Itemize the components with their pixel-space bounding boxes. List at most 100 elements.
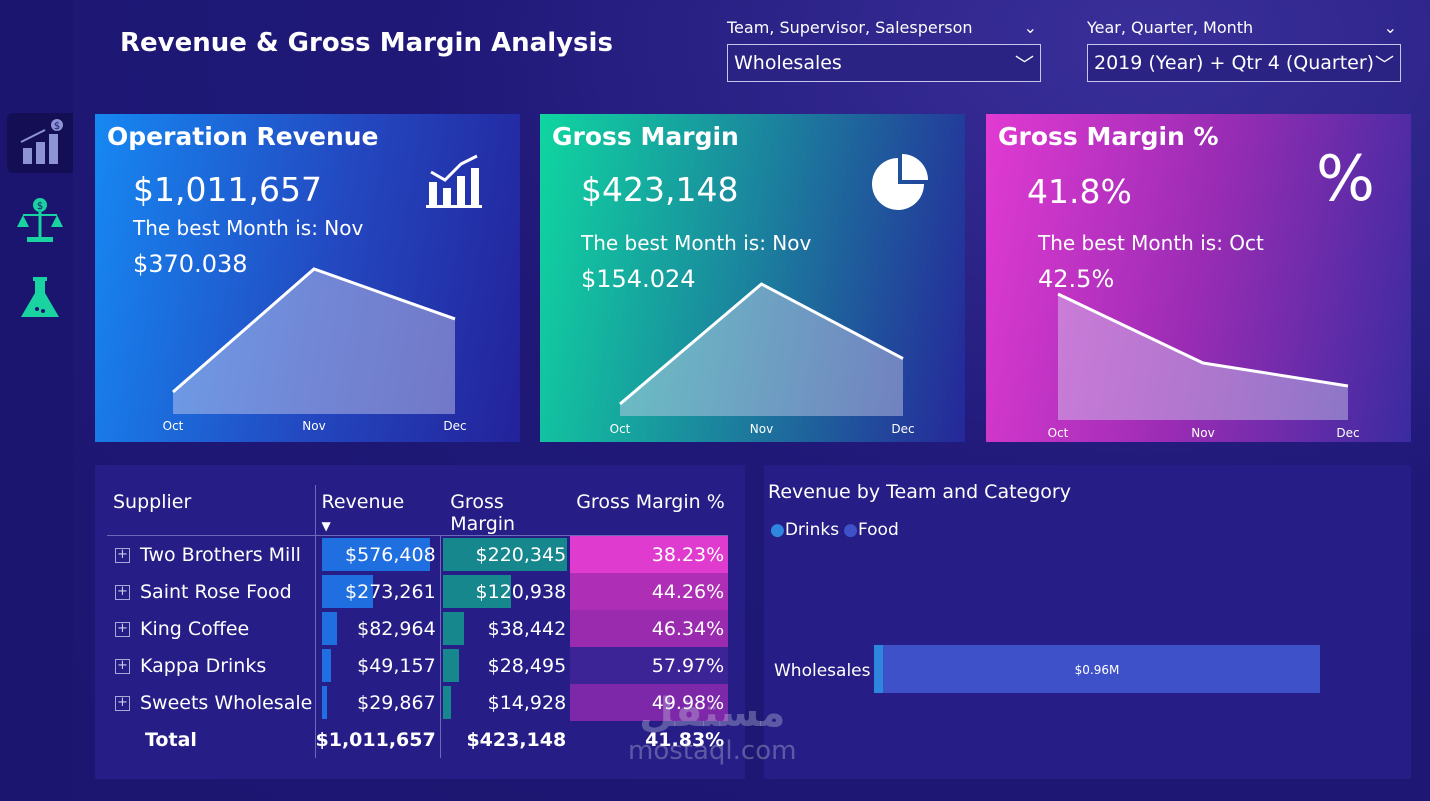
gross-margin-percent-cell: 49.98% bbox=[570, 684, 729, 721]
bar-data-label: $0.96M bbox=[1075, 663, 1120, 677]
header-supplier[interactable]: Supplier bbox=[107, 485, 316, 536]
supplier-name: Sweets Wholesale bbox=[140, 691, 313, 714]
date-slicer[interactable]: Year, Quarter, Month ⌄ 2019 (Year) + Qtr … bbox=[1087, 14, 1401, 82]
gross-margin-sparkline: Oct Nov Dec bbox=[610, 282, 915, 436]
percent-icon: % bbox=[1316, 142, 1375, 215]
revenue-by-team-chart: Revenue by Team and Category ●Drinks ●Fo… bbox=[764, 465, 1411, 779]
card-title: Operation Revenue bbox=[107, 122, 379, 151]
sparkline-line bbox=[1057, 292, 1349, 388]
gross-margin-percent-value: 44.26% bbox=[651, 580, 725, 603]
best-month-value: 42.5% bbox=[1038, 265, 1115, 293]
gross-margin-value: $120,938 bbox=[475, 580, 567, 603]
category-label: Wholesales bbox=[774, 661, 871, 681]
operation-revenue-card: Operation Revenue $1,011,657 The best Mo… bbox=[95, 114, 520, 442]
bar-food[interactable] bbox=[883, 645, 1320, 693]
sort-descending-icon: ▼ bbox=[321, 519, 331, 533]
chevron-down-icon: ﹀ bbox=[1374, 53, 1394, 76]
month-tick-label: Nov bbox=[1191, 426, 1214, 440]
revenue-sparkline: Oct Nov Dec bbox=[163, 267, 467, 433]
slicer-value: Wholesales bbox=[734, 52, 842, 74]
bar-line-chart-icon bbox=[426, 154, 482, 208]
page-title: Revenue & Gross Margin Analysis bbox=[120, 28, 613, 58]
expand-icon[interactable]: + bbox=[115, 695, 130, 711]
total-row: Total $1,011,657 $423,148 41.83% bbox=[107, 721, 728, 758]
total-gross-margin-percent: 41.83% bbox=[645, 728, 725, 751]
best-month-label: The best Month is: Nov bbox=[581, 231, 812, 255]
total-revenue: $1,011,657 bbox=[315, 728, 436, 751]
supplier-name: Two Brothers Mill bbox=[140, 543, 301, 566]
gross-margin-percent-card: Gross Margin % 41.8% The best Month is: … bbox=[986, 114, 1411, 442]
nav-analysis[interactable] bbox=[7, 268, 73, 328]
table-row[interactable]: + Kappa Drinks $49,157 $28,495 57.97% bbox=[107, 647, 729, 684]
chevron-down-icon[interactable]: ⌄ bbox=[1023, 17, 1037, 37]
revenue-databar bbox=[321, 686, 328, 719]
card-value: $1,011,657 bbox=[133, 170, 322, 209]
revenue-databar bbox=[321, 538, 430, 571]
revenue-chart-icon: $ bbox=[20, 119, 63, 164]
supplier-name: King Coffee bbox=[140, 617, 250, 640]
card-value: $423,148 bbox=[581, 170, 739, 209]
chevron-down-icon[interactable]: ⌄ bbox=[1383, 17, 1397, 37]
gross-margin-value: $28,495 bbox=[487, 654, 567, 677]
slicer-label: Year, Quarter, Month bbox=[1087, 17, 1254, 37]
month-tick-label: Dec bbox=[891, 422, 914, 436]
month-tick-label: Nov bbox=[302, 419, 325, 433]
best-month-label: The best Month is: Oct bbox=[1038, 231, 1264, 255]
supplier-name: Saint Rose Food bbox=[140, 580, 292, 603]
gross-margin-card: Gross Margin $423,148 The best Month is:… bbox=[540, 114, 965, 442]
gross-margin-databar bbox=[442, 538, 567, 571]
legend-item-drinks[interactable]: ●Drinks bbox=[770, 520, 840, 540]
best-month-label: The best Month is: Nov bbox=[133, 216, 364, 240]
table-row[interactable]: + Saint Rose Food $273,261 $120,938 44.26… bbox=[107, 573, 729, 610]
expand-icon[interactable]: + bbox=[115, 621, 130, 637]
legend-item-food[interactable]: ●Food bbox=[843, 520, 899, 540]
chart-legend: ●Drinks ●Food bbox=[770, 520, 899, 540]
gross-margin-percent-value: 57.97% bbox=[651, 654, 725, 677]
expand-icon[interactable]: + bbox=[115, 547, 130, 563]
expand-icon[interactable]: + bbox=[115, 658, 130, 674]
gross-margin-databar bbox=[442, 612, 465, 645]
header-gross-margin-percent[interactable]: Gross Margin % bbox=[570, 485, 729, 536]
svg-text:$: $ bbox=[37, 201, 43, 212]
sparkline-area bbox=[173, 269, 455, 414]
nav-gross-margin[interactable]: $ bbox=[7, 190, 73, 250]
sparkline-area bbox=[1058, 294, 1348, 420]
watermark: مستقل mostaql.com bbox=[628, 690, 797, 766]
gross-margin-percent-value: 38.23% bbox=[651, 543, 725, 566]
revenue-databar bbox=[321, 575, 373, 608]
gross-margin-percent-cell: 38.23% bbox=[570, 536, 729, 573]
nav-revenue[interactable]: $ bbox=[7, 113, 73, 173]
month-tick-label: Oct bbox=[610, 422, 631, 436]
gross-margin-databar bbox=[442, 649, 459, 682]
month-tick-label: Oct bbox=[1048, 426, 1069, 440]
pie-chart-icon bbox=[872, 154, 928, 210]
gross-margin-databar bbox=[442, 686, 452, 719]
month-tick-label: Nov bbox=[750, 422, 773, 436]
slicer-value: 2019 (Year) + Qtr 4 (Quarter) bbox=[1094, 52, 1375, 74]
header-revenue[interactable]: Revenue ▼ bbox=[315, 485, 441, 536]
revenue-value: $29,867 bbox=[357, 691, 436, 714]
table-row[interactable]: + Sweets Wholesale $29,867 $14,928 49.98% bbox=[107, 684, 729, 721]
team-slicer[interactable]: Team, Supervisor, Salesperson ⌄ Wholesale… bbox=[727, 14, 1041, 82]
revenue-value: $273,261 bbox=[345, 580, 436, 603]
header-label: Revenue bbox=[321, 491, 405, 513]
sparkline-line bbox=[172, 267, 456, 394]
bar-drinks[interactable] bbox=[874, 645, 884, 693]
date-dropdown[interactable]: 2019 (Year) + Qtr 4 (Quarter) ﹀ bbox=[1087, 44, 1401, 82]
table-row[interactable]: + Two Brothers Mill $576,408 $220,345 38.… bbox=[107, 535, 729, 573]
team-dropdown[interactable]: Wholesales ﹀ bbox=[727, 44, 1041, 82]
supplier-table-panel: Supplier Revenue ▼ Gross Margin Gross Mar… bbox=[95, 465, 745, 779]
gross-margin-percent-value: 49.98% bbox=[651, 691, 725, 714]
card-value: 41.8% bbox=[1027, 172, 1132, 211]
table-row[interactable]: + King Coffee $82,964 $38,442 46.34% bbox=[107, 610, 729, 647]
chart-title: Revenue by Team and Category bbox=[768, 481, 1071, 503]
expand-icon[interactable]: + bbox=[115, 584, 130, 600]
bar-plot: $0.96M bbox=[874, 645, 1320, 693]
chevron-down-icon: ﹀ bbox=[1014, 53, 1034, 76]
sparkline-area bbox=[620, 284, 903, 416]
gross-margin-percent-cell: 46.34% bbox=[570, 610, 729, 647]
gross-margin-value: $38,442 bbox=[487, 617, 567, 640]
svg-text:$: $ bbox=[54, 121, 60, 132]
header-gross-margin[interactable]: Gross Margin bbox=[440, 485, 571, 536]
slicer-label: Team, Supervisor, Salesperson bbox=[727, 17, 973, 37]
